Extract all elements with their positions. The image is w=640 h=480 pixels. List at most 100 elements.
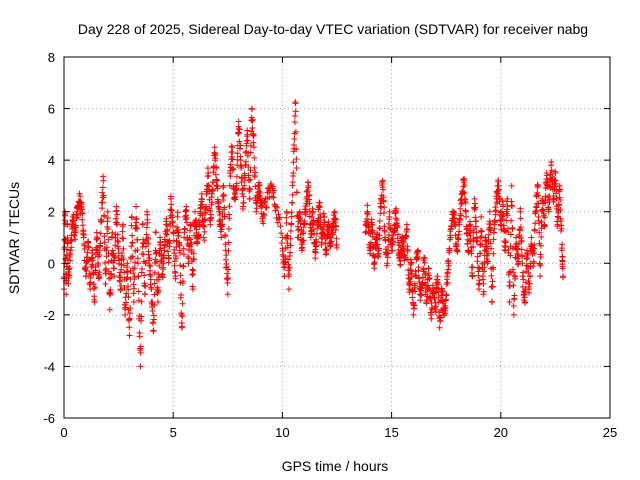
data-point — [536, 229, 543, 236]
data-point — [528, 234, 535, 241]
data-point — [128, 214, 135, 221]
data-point — [145, 240, 152, 247]
data-point — [180, 245, 187, 252]
data-point — [276, 216, 283, 223]
data-point — [517, 208, 524, 215]
data-point — [125, 294, 132, 301]
data-point — [271, 187, 278, 194]
data-point — [209, 187, 216, 194]
data-point — [294, 189, 301, 196]
data-point — [512, 273, 519, 280]
data-point — [135, 273, 142, 280]
data-point — [247, 142, 254, 149]
data-point — [83, 267, 90, 274]
data-point — [111, 273, 118, 280]
data-point — [462, 208, 469, 215]
data-point — [108, 271, 115, 278]
data-point — [187, 236, 194, 243]
data-point — [100, 194, 107, 201]
data-point — [421, 255, 428, 262]
data-point — [487, 220, 494, 227]
data-point — [237, 157, 244, 164]
data-point — [289, 199, 296, 206]
data-point — [114, 211, 121, 218]
data-point — [474, 253, 481, 260]
data-point — [112, 242, 119, 249]
data-point — [150, 327, 157, 334]
data-point — [104, 214, 111, 221]
data-point — [141, 272, 148, 279]
data-point — [129, 253, 136, 260]
data-point — [164, 227, 171, 234]
data-point — [480, 288, 487, 295]
data-point — [287, 227, 294, 234]
data-point — [275, 211, 282, 218]
data-point — [523, 255, 530, 262]
data-point — [527, 263, 534, 270]
data-point — [426, 284, 433, 291]
data-point — [490, 250, 497, 257]
data-point — [106, 306, 113, 313]
data-point — [180, 251, 187, 258]
data-point — [199, 201, 206, 208]
data-point — [557, 206, 564, 213]
data-point — [500, 222, 507, 229]
data-point — [288, 213, 295, 220]
data-point — [133, 225, 140, 232]
data-point — [119, 234, 126, 241]
data-point — [154, 298, 161, 305]
data-point — [519, 253, 526, 260]
data-point — [124, 260, 131, 267]
data-point — [506, 282, 513, 289]
data-point — [247, 176, 254, 183]
data-point — [82, 263, 89, 270]
data-point — [185, 253, 192, 260]
data-point — [494, 187, 501, 194]
data-point — [177, 272, 184, 279]
data-point — [146, 262, 153, 269]
data-point — [506, 298, 513, 305]
data-point — [188, 246, 195, 253]
data-point — [291, 135, 298, 142]
data-point — [244, 137, 251, 144]
data-point — [485, 236, 492, 243]
data-point — [157, 239, 164, 246]
data-point — [408, 270, 415, 277]
data-point — [151, 269, 158, 276]
data-point — [485, 231, 492, 238]
data-point — [474, 237, 481, 244]
data-point — [534, 189, 541, 196]
data-point — [502, 238, 509, 245]
data-point — [102, 259, 109, 266]
data-point — [490, 236, 497, 243]
data-point — [64, 220, 71, 227]
data-point — [77, 193, 84, 200]
data-point — [168, 201, 175, 208]
data-point — [475, 286, 482, 293]
data-point — [204, 182, 211, 189]
data-point — [487, 227, 494, 234]
data-point — [413, 272, 420, 279]
data-point — [235, 118, 242, 125]
data-point — [293, 146, 300, 153]
data-point — [134, 247, 141, 254]
data-point — [150, 316, 157, 323]
data-point — [283, 214, 290, 221]
data-point — [445, 266, 452, 273]
data-point — [284, 232, 291, 239]
data-point — [522, 279, 529, 286]
data-point — [554, 221, 561, 228]
data-point — [238, 163, 245, 170]
data-point — [151, 291, 158, 298]
x-tick-labels: 0 5 10 15 20 25 — [60, 425, 617, 440]
data-point — [508, 182, 515, 189]
data-point — [292, 100, 299, 107]
data-point — [552, 170, 559, 177]
data-point — [126, 316, 133, 323]
data-point — [541, 214, 548, 221]
data-point — [323, 246, 330, 253]
data-point — [385, 250, 392, 257]
data-point — [550, 196, 557, 203]
data-point — [101, 233, 108, 240]
